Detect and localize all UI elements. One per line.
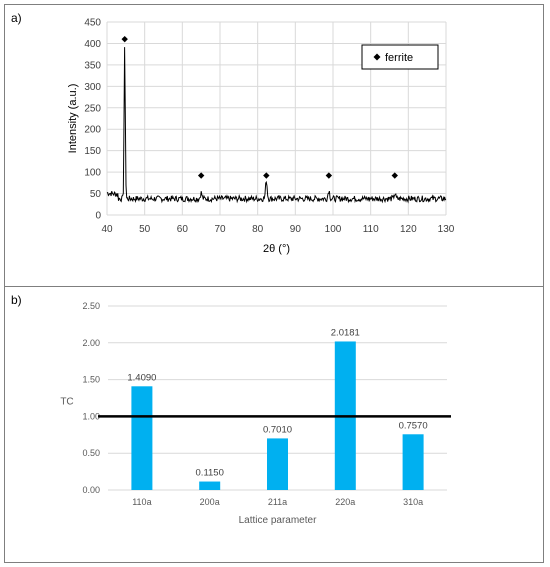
ferrite-marker bbox=[325, 172, 333, 179]
x-tick-label: 80 bbox=[252, 224, 264, 235]
y-tick-label: 200 bbox=[84, 125, 101, 136]
xrd-chart: 40 50 60 70 80 90 100 110 120 130 0 50 100 150 200 250 3… bbox=[67, 18, 455, 256]
bar-value-label: 0.7010 bbox=[263, 424, 292, 435]
x-tick-label: 50 bbox=[139, 224, 151, 235]
y-tick-label: 300 bbox=[84, 82, 101, 93]
x-tick-label: 110 bbox=[363, 224, 379, 235]
x-tick-label: 120 bbox=[400, 224, 417, 235]
y-tick-label: 0.50 bbox=[82, 448, 100, 458]
panel-b-label: b) bbox=[11, 293, 22, 307]
y-tick-label: 1.00 bbox=[82, 411, 100, 421]
ferrite-marker bbox=[197, 172, 205, 179]
tc-bar bbox=[267, 438, 288, 490]
ferrite-marker bbox=[121, 35, 128, 43]
tc-panel: b) 0.00 0.50 1.00 1.50 2.00 2.50 TC Lattice par… bbox=[4, 286, 544, 563]
x-tick-label: 130 bbox=[438, 224, 455, 235]
legend-label: ferrite bbox=[385, 52, 413, 64]
y-tick-label: 150 bbox=[84, 146, 101, 157]
y-tick-label: 2.50 bbox=[82, 301, 100, 311]
y-tick-label: 1.50 bbox=[82, 375, 100, 385]
x-tick-label: 211a bbox=[268, 497, 287, 507]
xrd-panel: a) 40 50 60 70 80 90 100 110 120 130 0 50 100 150 200 2… bbox=[4, 4, 544, 287]
legend-diamond-icon bbox=[373, 53, 381, 61]
x-tick-label: 60 bbox=[177, 224, 189, 235]
tc-chart: 0.00 0.50 1.00 1.50 2.00 2.50 TC Lattice parame… bbox=[60, 301, 451, 526]
y-tick-label: 400 bbox=[84, 39, 101, 50]
tc-bar bbox=[199, 481, 221, 490]
y-tick-label: 350 bbox=[84, 60, 101, 71]
tc-bar bbox=[402, 434, 424, 490]
x-tick-label: 40 bbox=[101, 224, 113, 235]
x-tick-label: 90 bbox=[290, 224, 302, 235]
x-tick-label: 100 bbox=[325, 224, 342, 235]
bar-value-label: 1.4090 bbox=[127, 372, 156, 383]
panel-a-label: a) bbox=[11, 11, 22, 25]
ferrite-marker bbox=[263, 172, 270, 179]
bar-value-label: 2.0181 bbox=[331, 327, 360, 338]
x-tick-label: 70 bbox=[214, 224, 226, 235]
y-axis-title: TC bbox=[60, 397, 73, 408]
x-tick-label: 310a bbox=[403, 497, 423, 507]
ferrite-marker bbox=[391, 172, 398, 179]
x-axis-title: Lattice parameter bbox=[239, 515, 317, 526]
tc-bar bbox=[131, 386, 153, 490]
bar-value-label: 0.7570 bbox=[399, 420, 428, 431]
x-axis-title: 2θ (°) bbox=[263, 243, 290, 255]
y-tick-label: 250 bbox=[84, 103, 101, 114]
y-tick-label: 450 bbox=[84, 18, 101, 29]
bar-value-label: 0.1150 bbox=[196, 468, 224, 479]
y-tick-label: 100 bbox=[84, 168, 101, 179]
legend: ferrite bbox=[361, 44, 439, 70]
y-axis-title: Intensity (a.u.) bbox=[67, 84, 79, 154]
y-tick-label: 2.00 bbox=[82, 338, 100, 348]
xrd-trace bbox=[106, 47, 447, 204]
y-tick-label: 0.00 bbox=[82, 485, 100, 495]
y-tick-label: 0 bbox=[95, 211, 101, 222]
x-tick-label: 110a bbox=[132, 497, 151, 507]
x-tick-label: 200a bbox=[200, 497, 220, 507]
x-tick-label: 220a bbox=[335, 497, 355, 507]
y-tick-label: 50 bbox=[90, 189, 102, 200]
